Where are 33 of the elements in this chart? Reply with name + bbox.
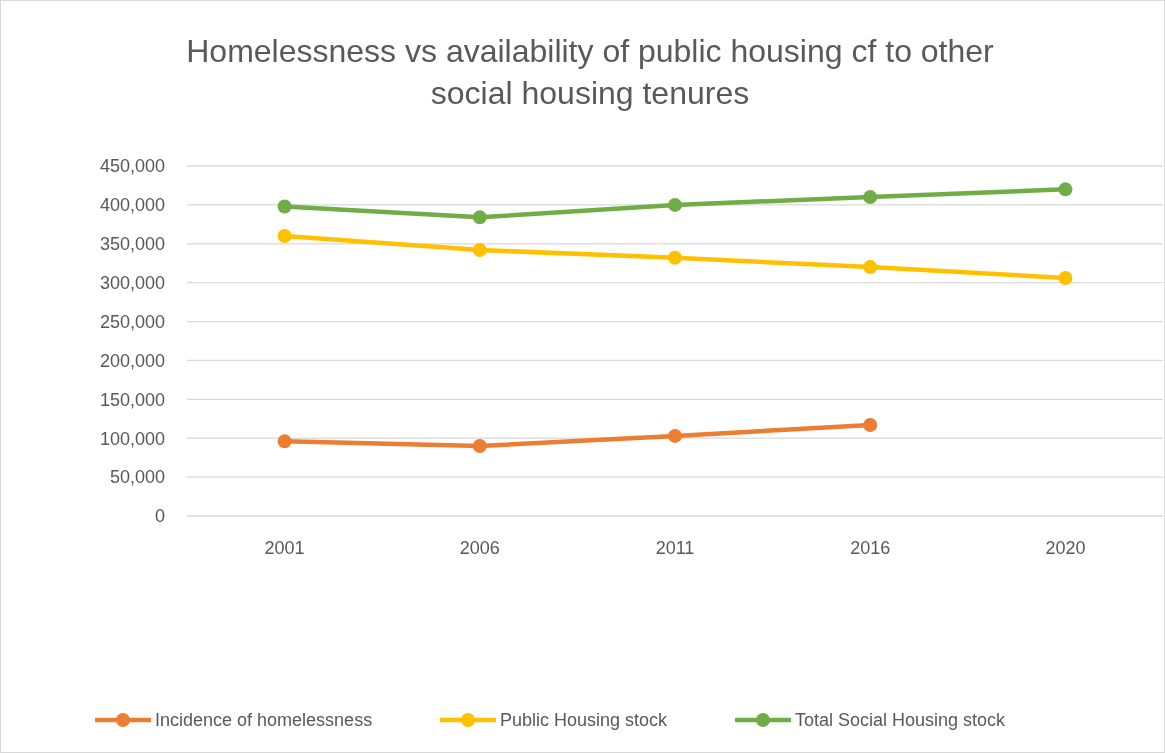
- legend-label: Public Housing stock: [500, 710, 669, 731]
- x-tick-label: 2011: [655, 538, 695, 558]
- x-tick-label: 2020: [1045, 538, 1086, 558]
- point: [277, 199, 292, 214]
- y-tick-label: 100,000: [99, 428, 165, 449]
- point: [472, 439, 487, 453]
- point: [472, 243, 487, 257]
- point: [1058, 182, 1073, 197]
- legend-label: Total Social Housing stock: [795, 710, 1007, 731]
- point: [668, 197, 682, 212]
- y-tick-label: 450,000: [99, 156, 165, 177]
- y-tick-label: 250,000: [99, 311, 165, 332]
- x-tick-label: 2001: [264, 538, 305, 558]
- legend-label: Incidence of homelessness: [155, 710, 373, 731]
- point: [277, 229, 292, 243]
- point: [277, 434, 292, 449]
- y-tick-label: 350,000: [99, 234, 165, 255]
- x-tick-label: 2006: [459, 538, 500, 558]
- x-tick-label: 2016: [850, 538, 891, 558]
- point: [472, 210, 487, 225]
- chart-title: Homelessness vs availability of public housing cf to other social housing tenures: [186, 33, 995, 111]
- point: [1058, 271, 1073, 285]
- point: [668, 250, 682, 265]
- y-tick-label: 400,000: [99, 195, 165, 216]
- point: [863, 418, 878, 432]
- y-tick-label: 200,000: [99, 350, 165, 371]
- y-tick-label: 0: [154, 506, 165, 527]
- point: [863, 260, 878, 275]
- point: [668, 428, 682, 443]
- y-tick-label: 300,000: [99, 272, 165, 293]
- y-tick-label: 50,000: [109, 467, 165, 488]
- y-tick-label: 150,000: [99, 389, 165, 410]
- point: [863, 190, 878, 205]
